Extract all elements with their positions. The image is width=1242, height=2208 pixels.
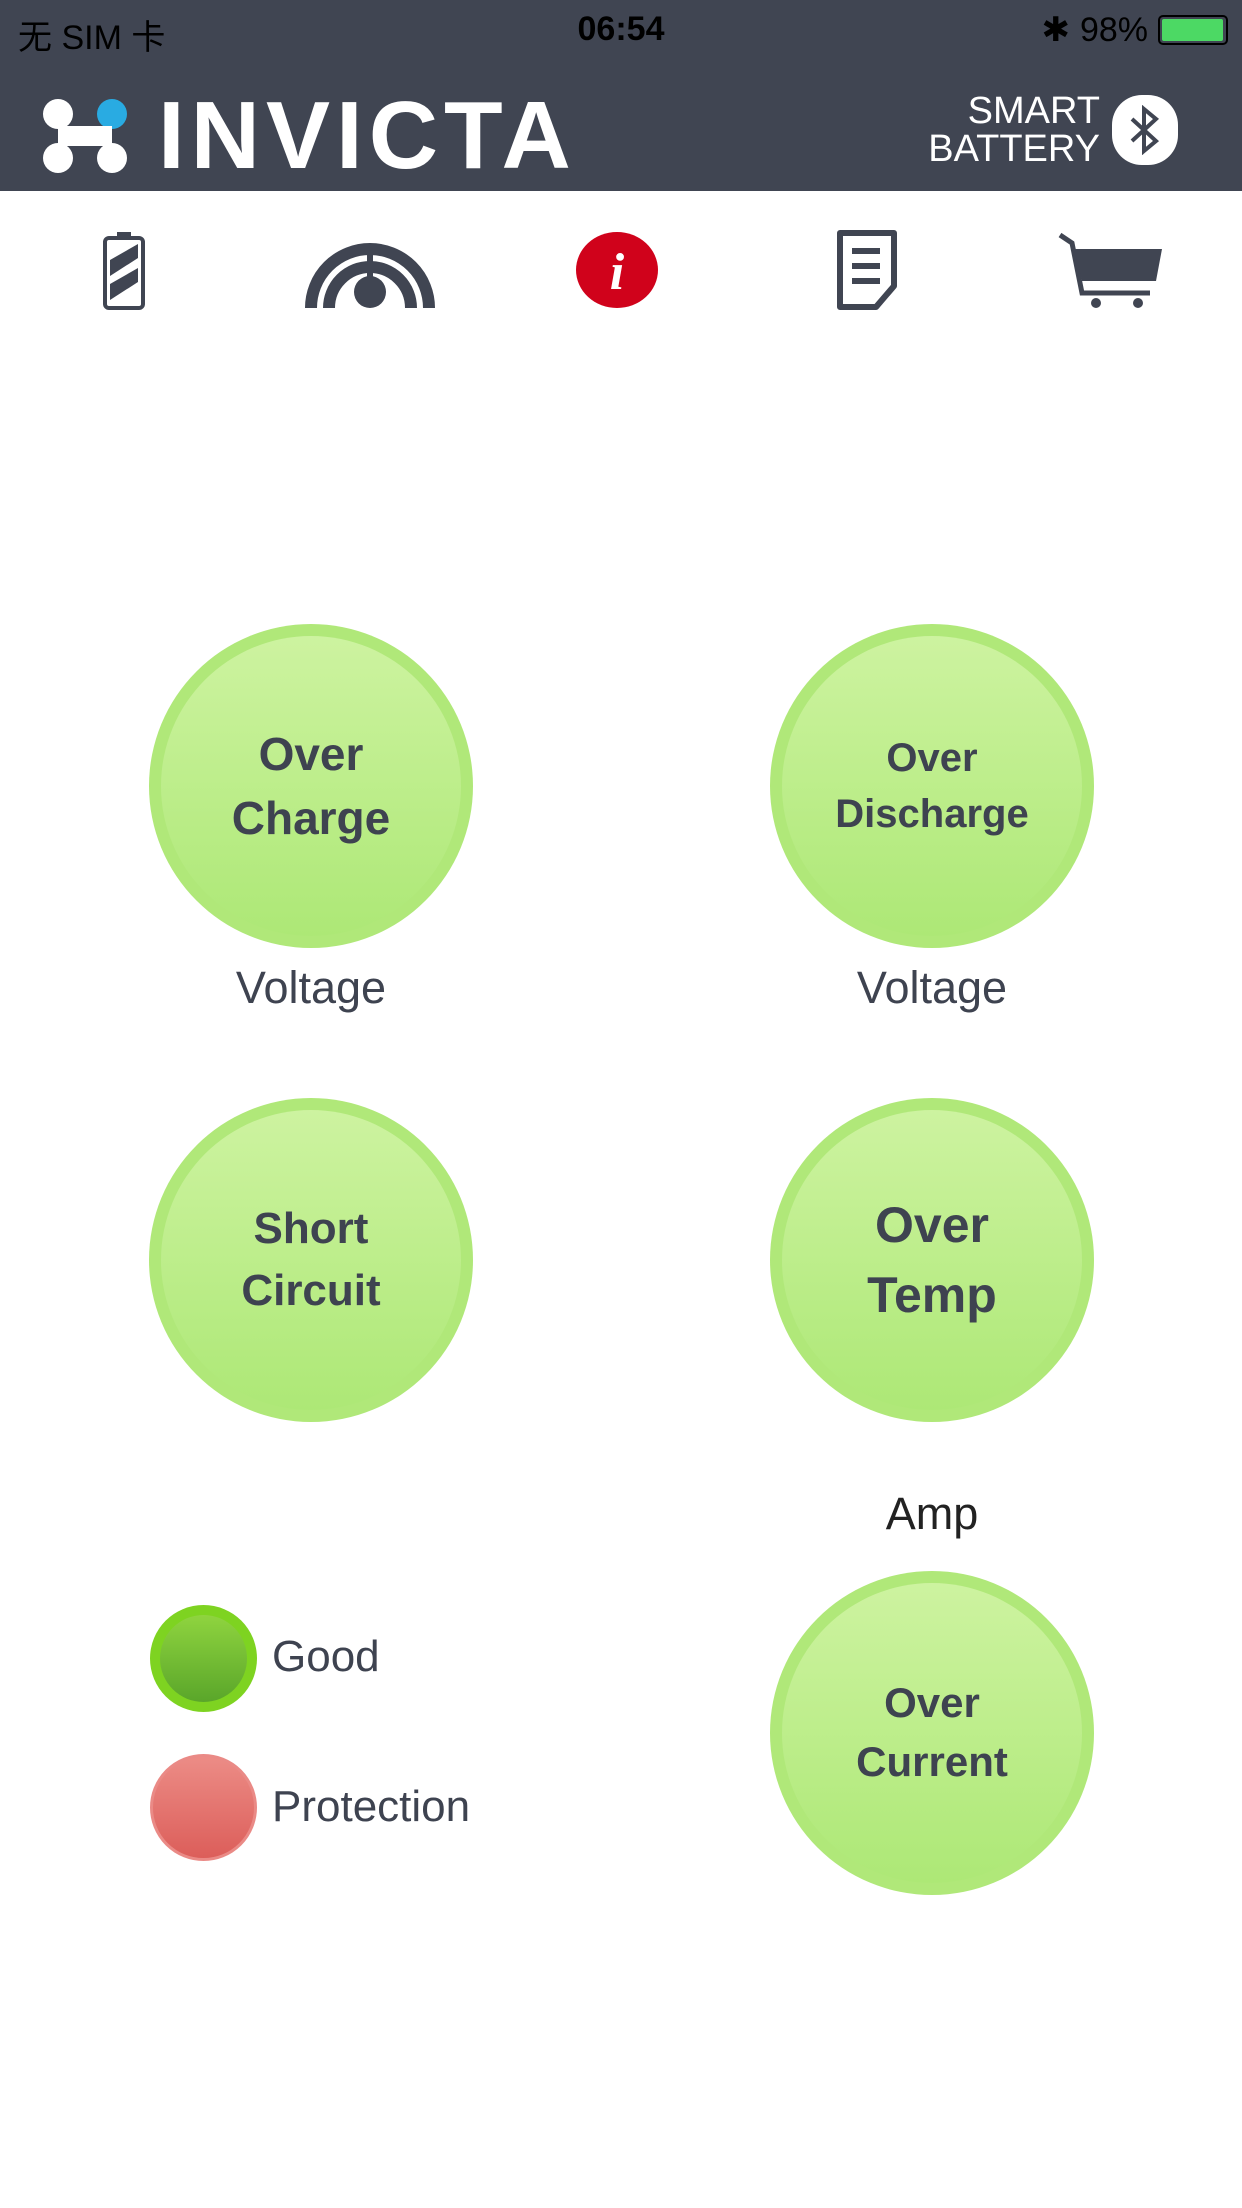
cart-icon (1058, 232, 1162, 308)
speedometer-icon (305, 243, 435, 308)
nav-gauge[interactable] (300, 228, 440, 312)
over-current-caption: Amp (885, 1488, 979, 1539)
nav-info[interactable]: i (572, 228, 662, 312)
good-legend-icon (150, 1605, 257, 1712)
carrier: 无 SIM 卡 (18, 19, 166, 57)
svg-text:i: i (610, 244, 625, 301)
nav-shop[interactable] (1056, 228, 1166, 312)
nav-log[interactable] (822, 228, 912, 312)
protection-legend-label: Protection (272, 1782, 471, 1831)
bluetooth-icon[interactable] (1112, 95, 1178, 165)
over-discharge-caption: Voltage (856, 962, 1008, 1013)
over-current-indicator: Over Current (770, 1571, 1094, 1895)
over-charge-caption: Voltage (235, 962, 387, 1013)
app-header: 无 SIM 卡 06:54 ✱ 98% INVICTA SMART BATTER… (0, 0, 1242, 191)
over-temp-indicator: Over Temp (770, 1098, 1094, 1422)
short-circuit-indicator: Short Circuit (149, 1098, 473, 1422)
smart-battery-label: SMART BATTERY (928, 90, 1100, 170)
bluetooth-status-icon: ✱ (1041, 11, 1070, 49)
logo-mark-icon (43, 99, 127, 173)
nav-battery[interactable] (79, 228, 169, 312)
invicta-logo: INVICTA (40, 88, 577, 184)
battery-percent: 98% (1079, 10, 1148, 49)
clock: 06:54 (577, 10, 665, 48)
battery-icon (103, 232, 145, 310)
document-icon (837, 230, 897, 310)
protection-legend-icon (150, 1754, 257, 1861)
over-discharge-indicator: Over Discharge (770, 624, 1094, 948)
over-charge-indicator: Over Charge (149, 624, 473, 948)
good-legend-label: Good (272, 1632, 380, 1681)
status-bar: 无 SIM 卡 06:54 ✱ 98% (0, 0, 1242, 60)
brand-name: INVICTA (158, 82, 577, 189)
info-icon: i (576, 232, 658, 308)
battery-status-icon (1158, 15, 1228, 45)
